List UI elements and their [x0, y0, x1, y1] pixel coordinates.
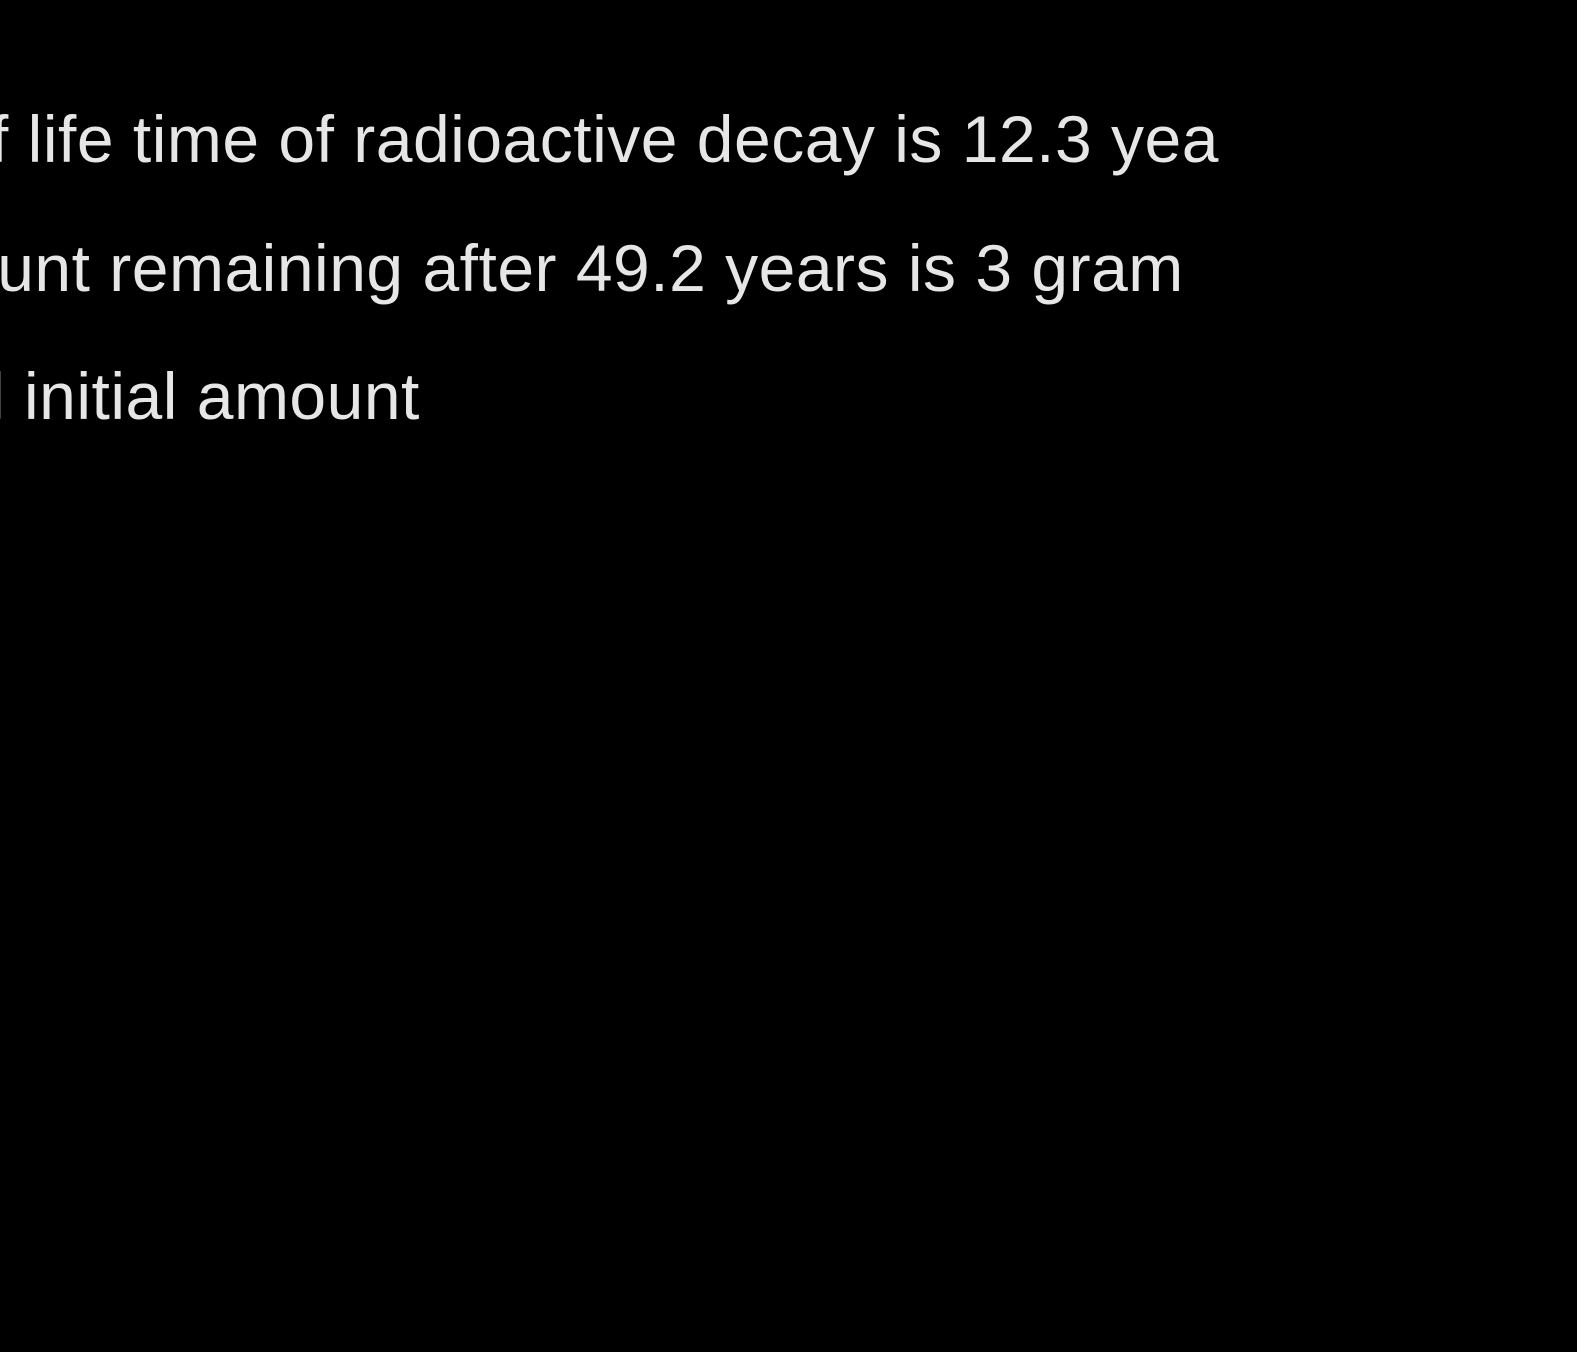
problem-line-2: ount remaining after 49.2 years is 3 gra…	[0, 204, 1577, 333]
problem-line-3: l initial amount	[0, 332, 1577, 461]
problem-text-block: f life time of radioactive decay is 12.3…	[0, 75, 1577, 461]
problem-line-1: f life time of radioactive decay is 12.3…	[0, 75, 1577, 204]
